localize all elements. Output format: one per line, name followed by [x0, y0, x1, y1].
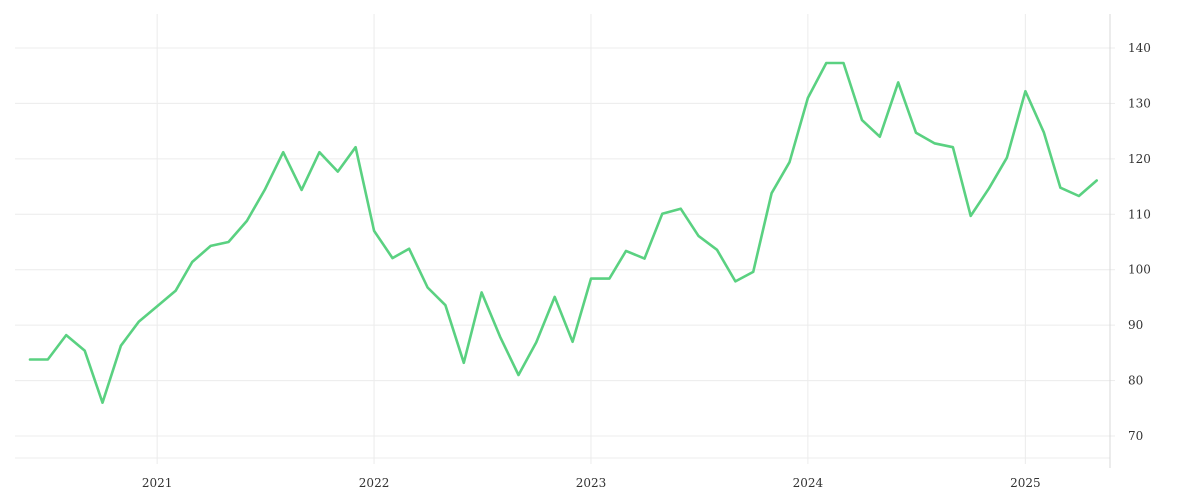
x-tick-label-2022: 2022	[359, 476, 390, 490]
y-tick-label-120: 120	[1128, 152, 1151, 166]
x-tick-label-2021: 2021	[142, 476, 173, 490]
x-tick-label-2023: 2023	[576, 476, 607, 490]
y-tick-label-140: 140	[1128, 41, 1151, 55]
y-tick-label-70: 70	[1128, 429, 1143, 443]
x-tick-labels: 2021 2022 2023 2024 2025	[142, 476, 1041, 490]
y-tick-label-110: 110	[1128, 207, 1151, 221]
y-tick-label-130: 130	[1128, 96, 1151, 110]
x-tick-label-2024: 2024	[793, 476, 824, 490]
series-line-0	[28, 61, 1098, 405]
y-tick-labels: 70 80 90 100 110 120 130 140	[1128, 41, 1151, 443]
y-tick-label-100: 100	[1128, 263, 1151, 277]
x-tick-label-2025: 2025	[1010, 476, 1041, 490]
series-group	[28, 61, 1098, 405]
y-tick-label-80: 80	[1128, 374, 1143, 388]
gridlines	[15, 14, 1115, 464]
y-tick-label-90: 90	[1128, 318, 1143, 332]
